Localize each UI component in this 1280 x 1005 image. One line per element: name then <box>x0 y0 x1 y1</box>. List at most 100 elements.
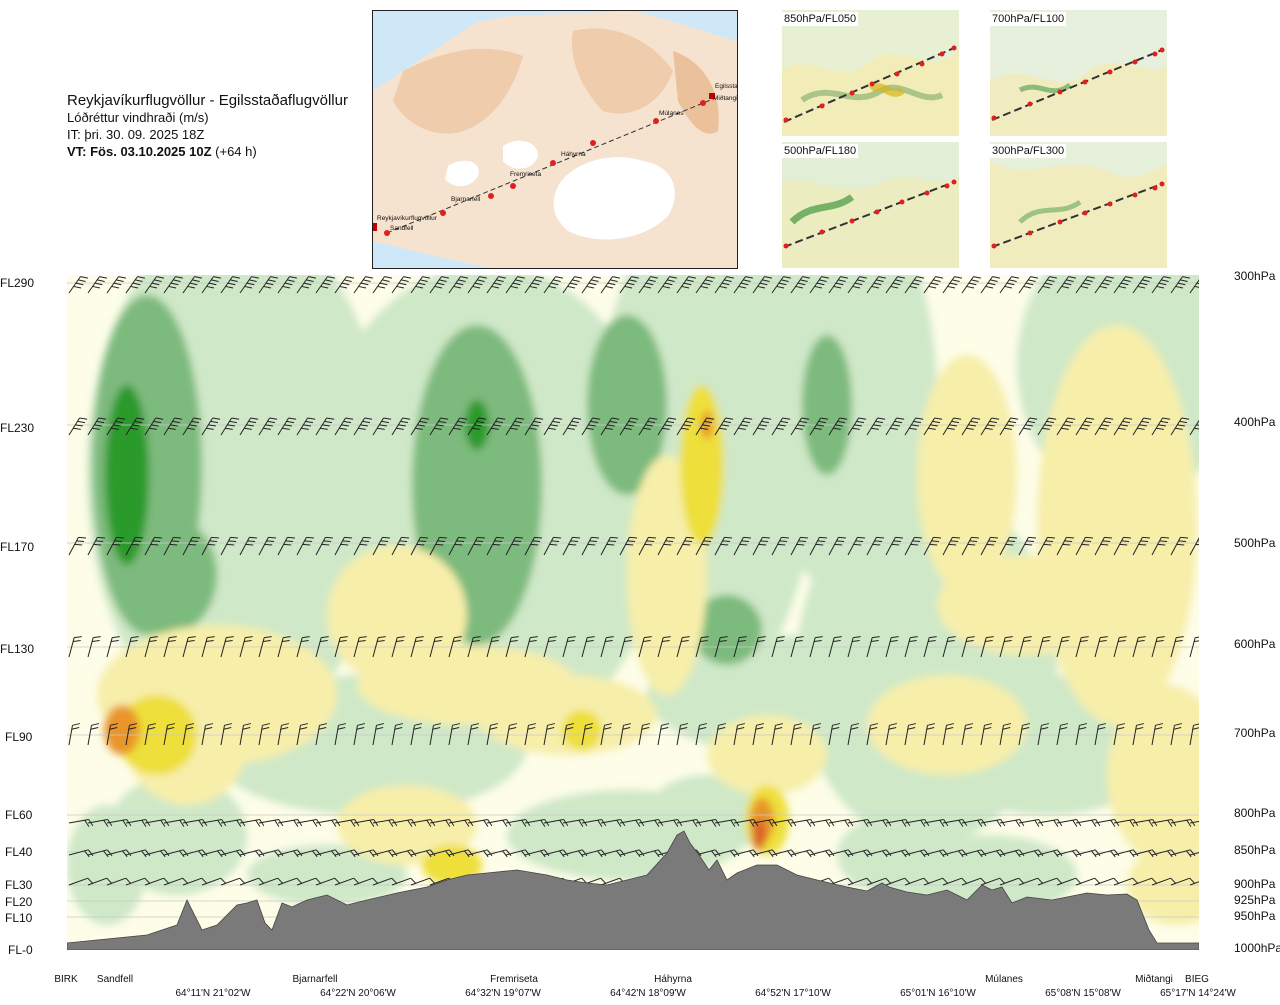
wind-barb <box>676 723 689 746</box>
cross-section-svg <box>67 275 1199 950</box>
weak-ascent-region <box>917 355 1017 595</box>
wind-barb <box>1018 417 1038 436</box>
wind-barb <box>334 636 348 658</box>
x-waypoint-label: Háhyrna <box>654 974 692 985</box>
wind-barb <box>1075 276 1096 294</box>
wind-barb <box>106 849 132 858</box>
wind-barb <box>828 723 841 746</box>
wind-barb <box>733 536 752 556</box>
wind-barb <box>68 536 87 556</box>
wind-barb <box>543 849 569 858</box>
left-tick-label: FL-0 <box>8 943 33 957</box>
wind-barb <box>144 417 164 436</box>
left-tick-label: FL30 <box>5 878 33 892</box>
wind-barb <box>923 276 944 294</box>
wind-barb <box>904 849 930 858</box>
wind-barb <box>809 636 823 658</box>
wind-barb <box>429 417 449 436</box>
wind-barb <box>315 536 334 556</box>
wind-barb <box>1151 276 1172 294</box>
wind-barb <box>220 417 240 436</box>
wind-barb <box>676 636 690 658</box>
wind-barb <box>562 636 576 658</box>
right-tick-label: 925hPa <box>1234 893 1276 907</box>
wind-barb <box>714 536 733 556</box>
wind-barbs <box>68 276 1199 886</box>
wind-barb <box>201 636 215 658</box>
wind-barb <box>277 849 303 858</box>
wind-barb <box>106 417 126 436</box>
wind-barb <box>201 536 220 556</box>
panel-label: 700hPa/FL100 <box>990 12 1067 26</box>
wind-barb <box>144 636 158 658</box>
very-strong-ascent-region <box>752 820 766 850</box>
weak-ascent-region <box>937 555 1117 655</box>
wind-barb <box>410 849 436 858</box>
wind-barb <box>106 276 127 294</box>
wind-barb <box>980 723 993 746</box>
wind-barb <box>1151 636 1165 658</box>
wind-barb <box>847 849 873 858</box>
wind-barb <box>999 417 1019 436</box>
wind-barb <box>809 723 822 746</box>
wind-barb <box>1151 723 1164 746</box>
wind-barb <box>1037 636 1051 658</box>
wind-barb <box>1037 276 1058 294</box>
wind-barb <box>1075 723 1088 746</box>
wind-barb <box>315 276 336 294</box>
panel-label: 500hPa/FL180 <box>782 144 859 158</box>
x-coordinate-label: 64°22'N 20°06'W <box>320 988 396 999</box>
wind-barb <box>923 877 949 886</box>
left-tick-label: FL20 <box>5 895 33 909</box>
wind-barb <box>1189 276 1199 294</box>
wind-barb <box>980 276 1001 294</box>
wind-barb <box>657 723 670 746</box>
wind-barb <box>980 536 999 556</box>
wind-barb <box>334 849 360 858</box>
wind-barb <box>239 536 258 556</box>
terrain-profile <box>67 830 1199 950</box>
wind-barb <box>296 849 322 858</box>
wind-barb <box>1018 276 1039 294</box>
wind-barb <box>999 849 1025 858</box>
wind-barb <box>1056 723 1069 746</box>
wind-barb <box>353 877 379 886</box>
right-tick-label: 850hPa <box>1234 843 1276 857</box>
wind-barb <box>334 877 360 886</box>
wind-barb <box>182 723 195 746</box>
wind-barb <box>866 417 886 436</box>
wind-barb <box>258 723 271 746</box>
wind-barb <box>1170 417 1190 436</box>
wind-barb <box>752 849 778 858</box>
weak-descent-region <box>67 805 147 925</box>
x-waypoint-label: Sandfell <box>96 974 134 985</box>
wind-barb <box>1094 723 1107 746</box>
wind-barb <box>467 536 486 556</box>
wind-barb <box>581 276 602 294</box>
wind-barb <box>1113 723 1126 746</box>
x-waypoint-label: Bjarnarfell <box>292 974 338 985</box>
wind-barb <box>391 877 417 886</box>
wind-barb <box>638 849 664 858</box>
wind-barb <box>448 276 469 294</box>
map-label-fremriseta: Fremriseta <box>510 171 541 178</box>
wind-barb <box>923 849 949 858</box>
wind-barb <box>220 849 246 858</box>
wind-barb <box>999 276 1020 294</box>
wind-barb <box>619 723 632 746</box>
wind-barb <box>562 849 588 858</box>
wind-barb <box>277 417 297 436</box>
wind-barb <box>220 723 233 746</box>
left-tick-label: FL90 <box>5 730 33 744</box>
wind-barb <box>201 276 222 294</box>
wind-barb <box>1132 723 1145 746</box>
wind-barb <box>885 417 905 436</box>
x-coordinate-label: 65°17'N 14°24'W <box>1160 988 1236 999</box>
wind-barb <box>942 417 962 436</box>
wind-barb <box>676 417 696 436</box>
wind-barb <box>904 636 918 658</box>
wind-barb <box>163 276 184 294</box>
wind-barb <box>923 417 943 436</box>
wind-barb <box>220 536 239 556</box>
wind-barb <box>790 636 804 658</box>
